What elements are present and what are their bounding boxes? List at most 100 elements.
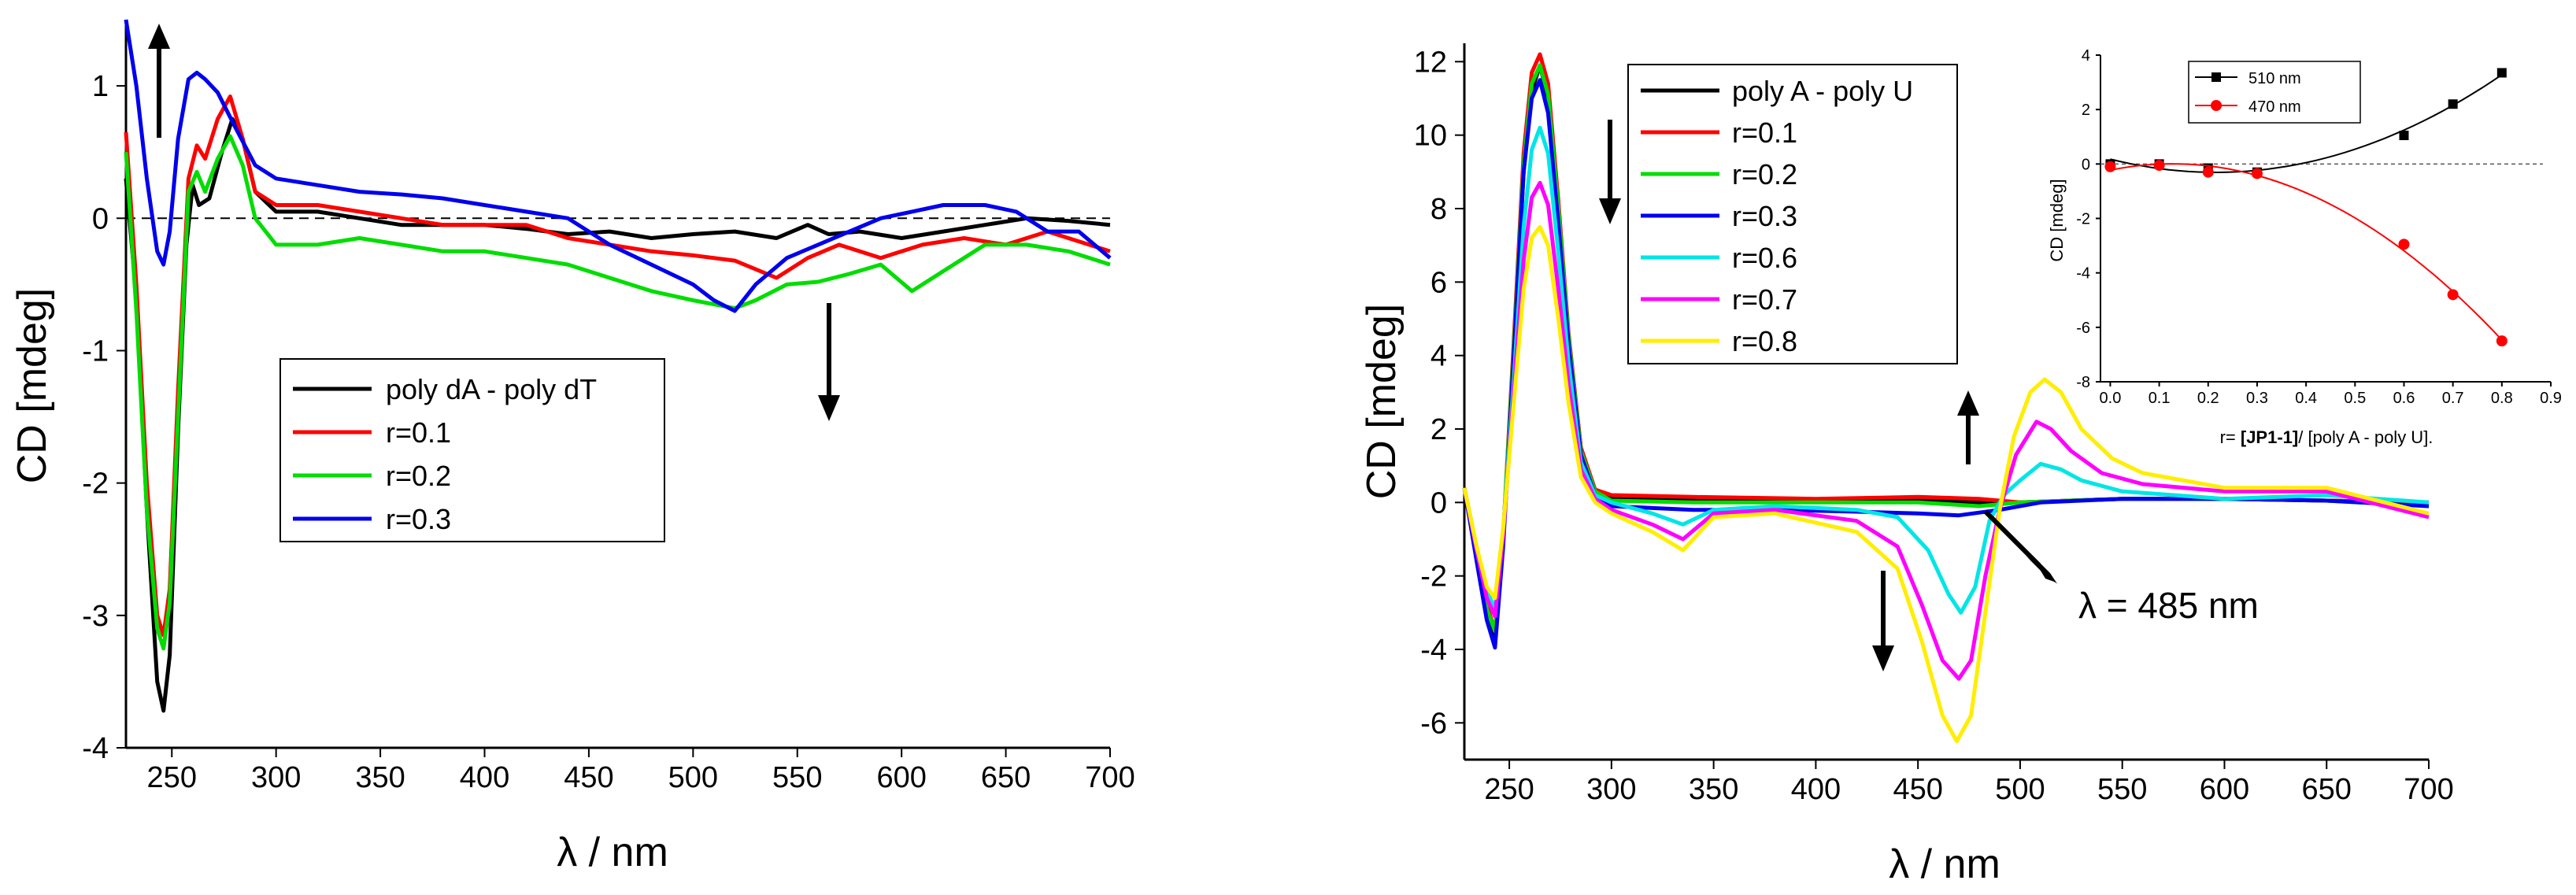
left-series-line-2 (124, 134, 1111, 651)
isosbestic-arrow (1983, 509, 2058, 584)
inset-chart: 0.0 0.1 0.2 0.3 0.4 0.5 0.6 0.7 0.8 0.9 -8 -6 -4 -2 0… (2047, 47, 2562, 447)
inset-x-tick-label-6: 0.6 (2393, 390, 2415, 407)
left-legend-label-0: poly dA - poly dT (386, 373, 597, 405)
left-series-layer (124, 19, 1112, 713)
left-x-tick-label-0: 250 (147, 761, 197, 794)
right-y-tick-label-9: 12 (1414, 46, 1447, 79)
right-arrow-down-uv (1599, 120, 1621, 224)
right-legend-label-6: r=0.8 (1732, 325, 1797, 357)
inset-fit-curve-0 (2110, 74, 2503, 174)
left-x-tick-label-9: 700 (1085, 761, 1134, 794)
right-x-tick-label-9: 700 (2404, 773, 2453, 806)
left-y-tick-label-2: -2 (82, 468, 109, 501)
left-y-ticks: -4 -3 -2 -1 0 1 (82, 70, 126, 765)
left-x-tick-label-4: 450 (564, 761, 613, 794)
isosbestic-label: λ = 485 nm (2078, 585, 2259, 626)
right-legend-label-2: r=0.2 (1732, 158, 1797, 190)
right-x-tick-label-1: 300 (1586, 773, 1636, 806)
inset-x-tick-label-5: 0.5 (2344, 390, 2366, 407)
inset-y-tick-label-0: -8 (2076, 374, 2090, 391)
right-y-axis-title: CD [mdeg] (1359, 304, 1405, 500)
inset-point-1-0 (2104, 161, 2116, 172)
left-x-axis-title: λ / nm (557, 830, 668, 875)
inset-y-tick-label-5: 2 (2082, 102, 2090, 119)
inset-y-tick-label-6: 4 (2082, 47, 2090, 65)
inset-x-tick-label-7: 0.7 (2442, 390, 2464, 407)
right-x-axis-title: λ / nm (1889, 841, 2000, 887)
right-x-tick-label-7: 600 (2200, 773, 2249, 806)
right-legend-label-1: r=0.1 (1732, 116, 1797, 149)
left-x-tick-label-6: 550 (772, 761, 822, 794)
right-y-tick-label-2: -2 (1420, 560, 1447, 594)
left-legend-label-3: r=0.3 (386, 503, 451, 535)
left-x-tick-label-8: 650 (981, 761, 1031, 794)
left-x-tick-label-7: 600 (876, 761, 926, 794)
inset-x-tick-label-4: 0.4 (2295, 390, 2317, 407)
inset-x-tick-label-0: 0.0 (2100, 390, 2122, 407)
inset-x-tick-label-9: 0.9 (2540, 390, 2562, 407)
inset-y-axis-title: CD [mdeg] (2047, 179, 2067, 261)
inset-x-title-bold: [JP1-1] (2241, 427, 2298, 447)
left-legend-label-2: r=0.2 (386, 460, 451, 492)
left-x-tick-label-5: 500 (668, 761, 718, 794)
left-x-tick-label-3: 400 (460, 761, 509, 794)
left-x-tick-label-2: 350 (355, 761, 405, 794)
left-y-tick-label-5: 1 (92, 70, 109, 103)
right-y-tick-label-6: 6 (1430, 266, 1447, 299)
right-y-tick-label-5: 4 (1430, 340, 1447, 373)
left-x-ticks: 250 300 350 400 450 500 550 600 650 700 (147, 748, 1135, 794)
inset-x-axis-title: r= [JP1-1]/ [poly A - poly U]. (2220, 427, 2434, 447)
left-arrow-up (148, 24, 170, 138)
inset-series-layer (2104, 68, 2508, 347)
inset-y-tick-label-3: -2 (2076, 211, 2090, 228)
inset-x-title-prefix: r= (2220, 427, 2241, 447)
left-y-tick-label-3: -1 (82, 335, 109, 368)
inset-point-1-5 (2447, 289, 2459, 301)
right-legend-label-5: r=0.7 (1732, 283, 1797, 316)
right-series-line-5 (1462, 180, 2430, 681)
inset-x-tick-label-1: 0.1 (2149, 390, 2171, 407)
inset-y-ticks: -8 -6 -4 -2 0 2 4 (2076, 47, 2100, 391)
inset-x-tick-label-3: 0.3 (2246, 390, 2268, 407)
right-x-ticks: 250 300 350 400 450 500 550 600 650 700 (1484, 760, 2454, 806)
left-arrow-down (818, 303, 840, 421)
right-y-ticks: -6 -4 -2 0 2 4 6 8 10 12 (1414, 46, 1464, 740)
inset-legend-box (2188, 61, 2361, 124)
inset-point-0-6 (2496, 68, 2507, 78)
right-x-tick-label-4: 450 (1893, 773, 1942, 806)
right-y-tick-label-7: 8 (1430, 193, 1447, 226)
inset-y-tick-label-2: -4 (2076, 265, 2090, 283)
left-y-tick-label-0: -4 (82, 732, 109, 765)
inset-fit-curve-1 (2110, 163, 2503, 341)
left-series-line-3 (124, 19, 1112, 313)
right-cd-chart: 250 300 350 400 450 500 550 600 650 700 -6 -4 -2 0 2 4… (1359, 43, 2454, 887)
right-y-tick-label-3: 0 (1430, 486, 1447, 520)
inset-legend-label-0: 510 nm (2248, 70, 2301, 87)
inset-legend-marker-0 (2211, 72, 2221, 82)
right-x-tick-label-2: 350 (1689, 773, 1738, 806)
right-legend: poly A - poly U r=0.1 r=0.2 r=0.3 r=0.6 … (1627, 64, 1958, 364)
left-y-tick-label-1: -3 (82, 600, 109, 633)
inset-y-tick-label-1: -6 (2076, 320, 2090, 337)
left-x-tick-label-1: 300 (251, 761, 301, 794)
right-y-tick-label-0: -6 (1420, 707, 1447, 740)
inset-point-1-4 (2398, 239, 2410, 250)
inset-legend-label-1: 470 nm (2248, 98, 2301, 116)
left-legend: poly dA - poly dT r=0.1 r=0.2 r=0.3 (279, 358, 665, 542)
right-arrow-up (1957, 390, 1979, 464)
inset-point-0-4 (2399, 131, 2409, 141)
right-y-tick-label-4: 2 (1430, 413, 1447, 446)
right-x-tick-label-3: 400 (1791, 773, 1841, 806)
inset-x-tick-label-8: 0.8 (2491, 390, 2513, 407)
right-series-layer (1462, 52, 2430, 744)
inset-legend: 510 nm 470 nm (2188, 61, 2361, 124)
right-series-line-6 (1462, 224, 2430, 744)
inset-point-1-2 (2202, 166, 2214, 178)
inset-point-1-6 (2496, 335, 2508, 347)
inset-legend-marker-1 (2211, 100, 2222, 111)
right-x-tick-label-8: 650 (2302, 773, 2352, 806)
right-y-tick-label-8: 10 (1414, 120, 1447, 153)
left-y-tick-label-4: 0 (92, 202, 109, 235)
inset-x-title-suffix: / [poly A - poly U]. (2298, 427, 2433, 447)
right-arrow-down-vis (1872, 571, 1894, 671)
